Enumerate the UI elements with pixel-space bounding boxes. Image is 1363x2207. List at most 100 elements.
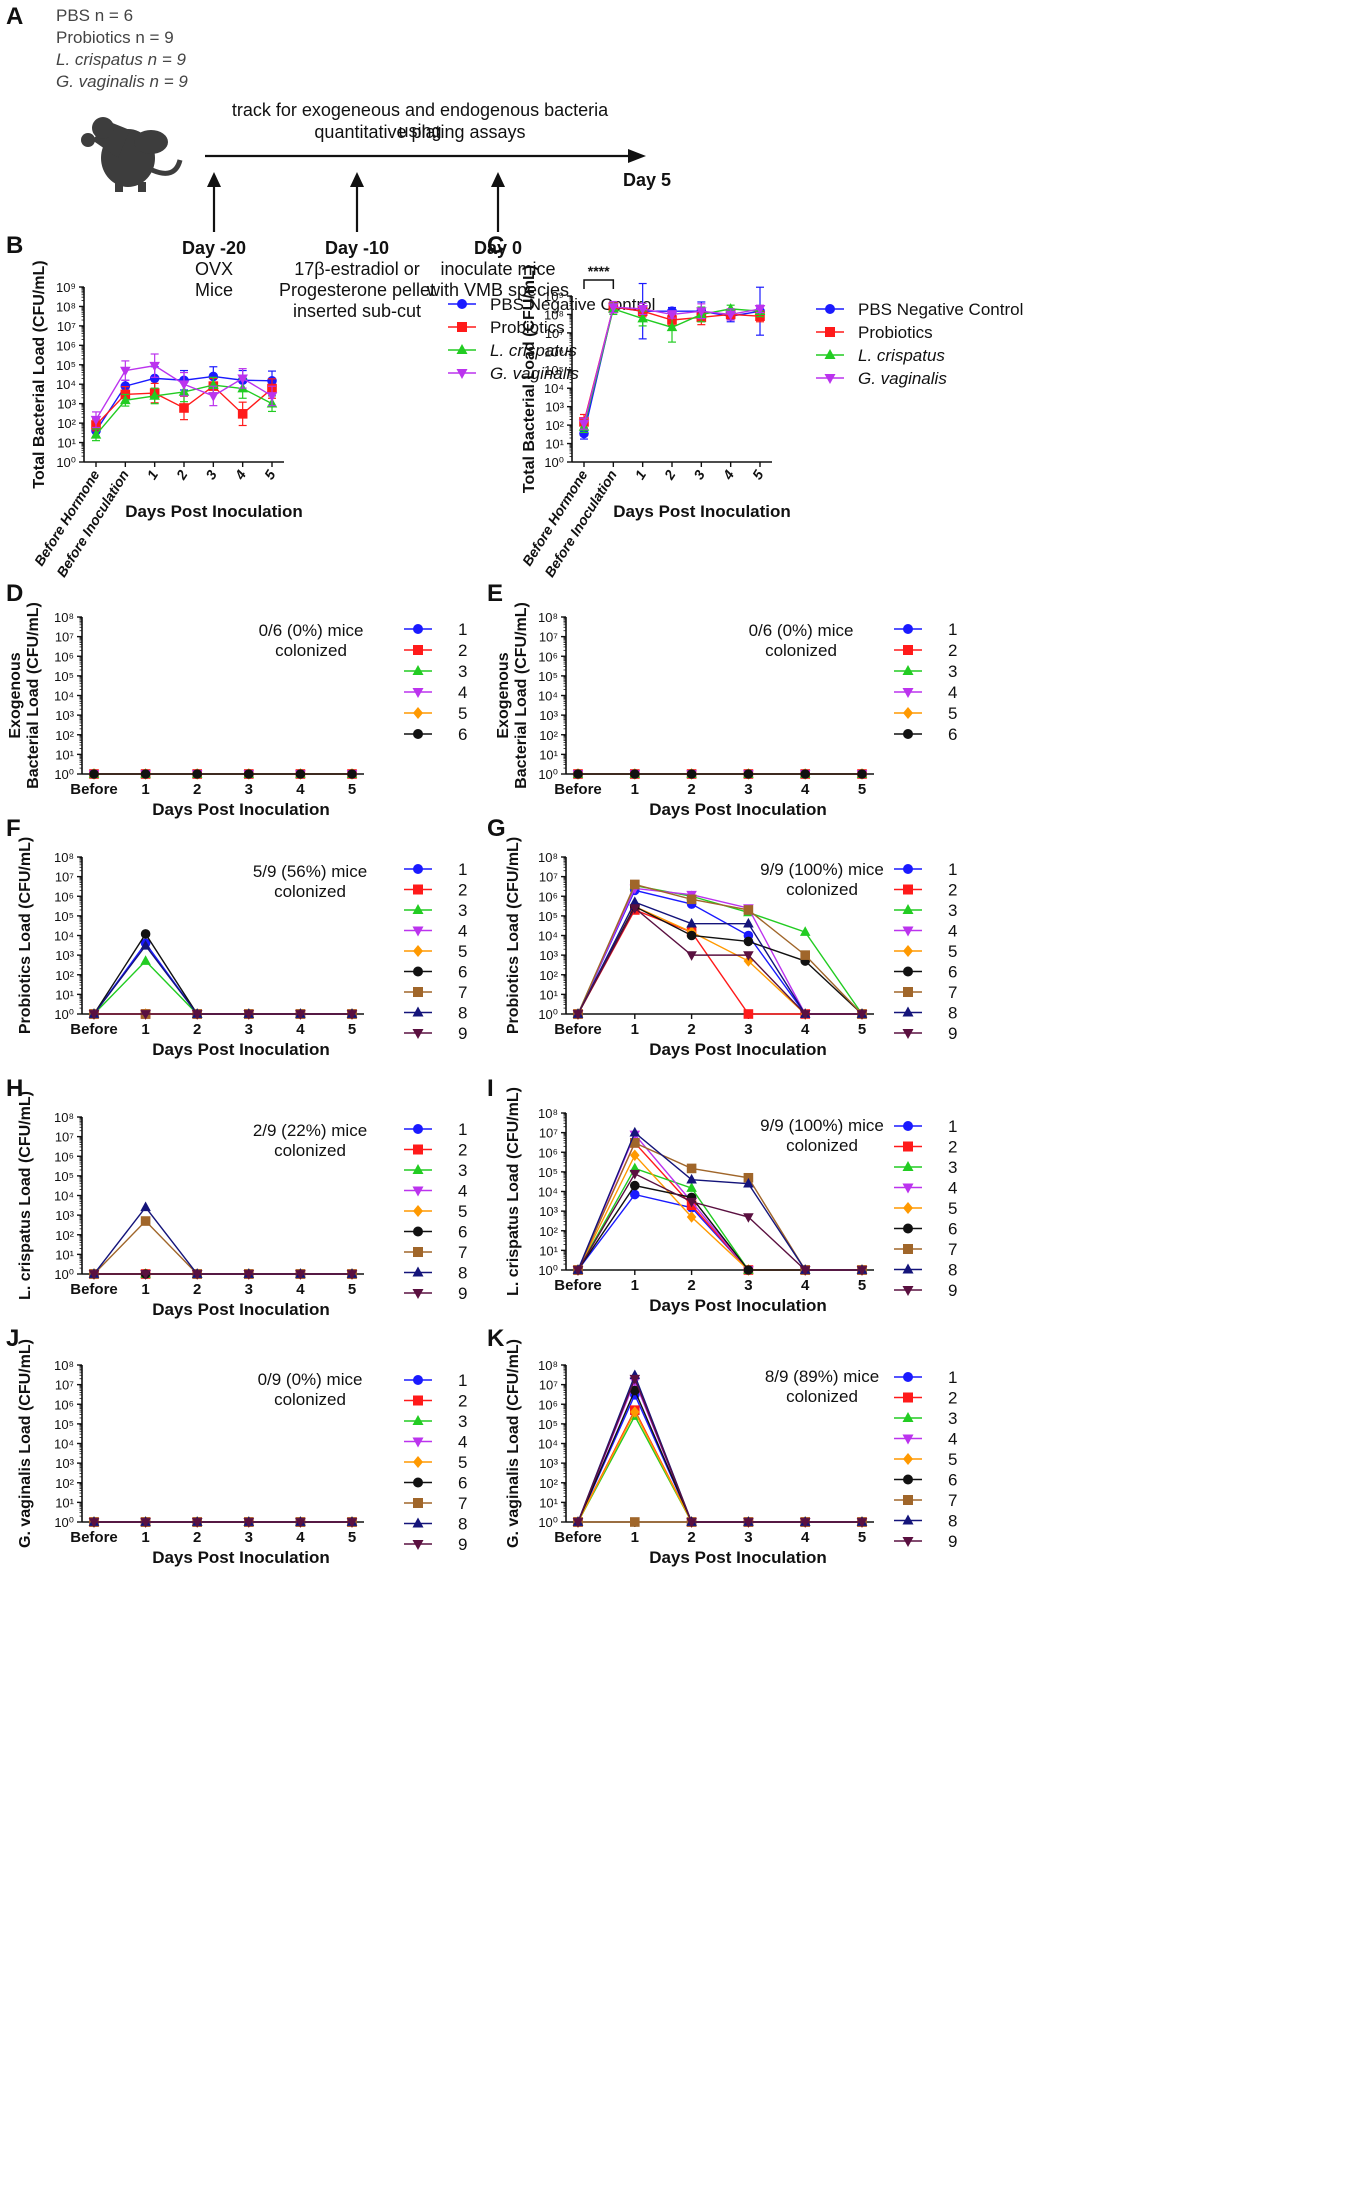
legend-marker [902, 1029, 914, 1039]
y-tick-label: 10² [545, 418, 564, 433]
legend-item: 8 [894, 1004, 957, 1023]
y-tick-label: 10⁷ [539, 1126, 558, 1141]
x-tick-label: 2 [687, 1529, 695, 1546]
data-point [630, 1406, 640, 1418]
x-tick-label: Before [70, 1021, 118, 1038]
series-line [577, 1172, 862, 1271]
data-point [857, 769, 867, 779]
legend-item: 5 [404, 1453, 467, 1472]
x-tick-label: 3 [744, 1529, 752, 1546]
legend-item: 5 [894, 1450, 957, 1469]
legend-item: 8 [404, 1004, 467, 1023]
y-tick-label: 10⁸ [56, 299, 76, 314]
event-day-10-line2: Progesterone pellet [278, 280, 436, 300]
x-tick-label: 2 [193, 1021, 201, 1038]
legend-marker [412, 904, 424, 914]
legend-item: 7 [894, 1491, 957, 1510]
series-line [93, 944, 352, 1015]
data-point [237, 374, 248, 385]
group-count-lcrispatus: L. crispatus n = 9 [56, 50, 186, 69]
data-point [149, 361, 160, 372]
event-day-20-title: Day -20 [181, 238, 247, 258]
x-axis-title: Days Post Inoculation [649, 1548, 827, 1567]
legend-item: 7 [404, 1494, 467, 1513]
data-point [346, 1270, 358, 1280]
x-tick-label: 4 [296, 781, 305, 798]
data-point [630, 769, 640, 779]
y-tick-label: 10⁹ [544, 289, 564, 304]
legend-label: 5 [948, 704, 957, 723]
data-point [686, 1163, 697, 1174]
legend-label: 1 [458, 860, 467, 879]
legend-item: 5 [404, 704, 467, 723]
x-tick-label: 2 [172, 467, 190, 483]
significance-bracket [583, 279, 615, 289]
y-axis-title: Total Bacterial Load (CFU/mL) [31, 260, 48, 488]
x-tick-label: 5 [858, 1021, 866, 1038]
legend-marker [902, 1434, 914, 1445]
legend-item: G. vaginalis [448, 364, 579, 383]
series-line [577, 909, 862, 1015]
legend-marker [413, 1456, 423, 1468]
legend-marker [413, 624, 423, 634]
legend-label: 6 [458, 725, 467, 744]
legend-marker [412, 1164, 424, 1174]
y-tick-label: 10⁹ [56, 280, 76, 295]
x-tick-label: 5 [348, 1021, 356, 1038]
x-tick-label: Before [70, 1281, 118, 1298]
arrow-day-0-head [491, 172, 505, 187]
legend-item: 3 [894, 1409, 957, 1428]
legend-label: 2 [458, 1392, 467, 1411]
y-tick-label: 10⁷ [539, 630, 558, 645]
y-tick-label: 10⁶ [54, 889, 74, 904]
colonized-annotation-line2: colonized [274, 1390, 346, 1409]
legend-marker [413, 1247, 423, 1257]
legend-label: 3 [948, 901, 957, 920]
data-point [347, 769, 357, 779]
timeline-end-label: Day 5 [623, 170, 672, 190]
group-count-probiotics: Probiotics n = 9 [56, 28, 174, 47]
mouse-icon [81, 117, 183, 192]
legend-label: Probiotics [490, 318, 565, 337]
data-point [856, 1518, 868, 1528]
data-point [346, 1010, 358, 1020]
series-4 [88, 1010, 358, 1020]
y-tick-label: 10¹ [55, 1495, 74, 1510]
series-4 [88, 770, 358, 780]
y-tick-label: 10⁷ [539, 1378, 558, 1393]
y-tick-label: 10⁸ [54, 1358, 74, 1373]
x-tick-label: Before [70, 1529, 118, 1546]
legend-marker [413, 966, 423, 977]
series-6 [89, 769, 357, 779]
colonized-annotation-line2: colonized [274, 1141, 346, 1160]
group-count-gvaginalis: G. vaginalis n = 9 [56, 72, 188, 91]
legend-label: 6 [948, 1220, 957, 1239]
arrow-day-20-head [207, 172, 221, 187]
data-point [179, 403, 189, 413]
x-tick-label: 3 [690, 467, 708, 482]
y-tick-label: 10¹ [55, 987, 74, 1002]
legend-label: 8 [948, 1512, 957, 1531]
series-4 [88, 1518, 358, 1528]
legend-marker [412, 1415, 424, 1425]
data-point [266, 392, 278, 402]
series-line [93, 1206, 352, 1275]
data-point [856, 1010, 868, 1020]
x-tick-label: 5 [261, 467, 279, 482]
legend-marker [903, 1223, 913, 1234]
y-tick-label: 10² [55, 1228, 74, 1243]
data-point [572, 1010, 584, 1020]
data-point [686, 1182, 697, 1192]
legend-label: 4 [458, 1433, 467, 1452]
data-point [579, 428, 589, 439]
data-point [88, 1270, 100, 1280]
legend-label: 4 [458, 683, 467, 702]
colonized-annotation-line2: colonized [274, 882, 346, 901]
data-point [572, 1266, 584, 1276]
legend-label: 2 [948, 641, 957, 660]
x-tick-label: 2 [193, 1281, 201, 1298]
legend-label: 6 [948, 725, 957, 744]
data-point [120, 394, 131, 405]
y-tick-label: 10³ [545, 400, 564, 415]
